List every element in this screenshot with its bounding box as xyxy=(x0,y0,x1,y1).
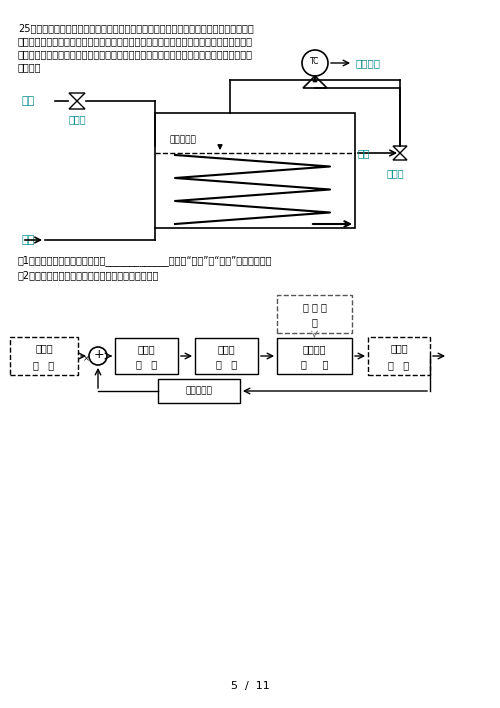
Text: （2）请补充完整蘸汽加热水槽自动控制系统方框图。: （2）请补充完整蘸汽加热水槽自动控制系统方框图。 xyxy=(18,270,160,280)
Bar xyxy=(158,379,240,403)
Text: 控制器: 控制器 xyxy=(138,344,156,354)
Text: （   ）: （ ） xyxy=(388,360,409,370)
Text: 被控量: 被控量 xyxy=(390,343,408,353)
Text: （1）蘸汽加热水槽控制系统属于_____________（选填“开环”或“闭环”）控制系统。: （1）蘸汽加热水槽控制系统属于_____________（选填“开环”或“闭环”… xyxy=(18,255,272,266)
Text: 水温探测仪: 水温探测仪 xyxy=(186,387,212,396)
Text: ×: × xyxy=(82,355,89,363)
Text: （   ）: （ ） xyxy=(136,359,157,369)
Text: 度稳定。: 度稳定。 xyxy=(18,62,42,72)
Text: 量: 量 xyxy=(312,317,318,327)
Text: （   ）: （ ） xyxy=(34,360,54,370)
Text: 流量，冷水流量变小，加热槽水温上升，蘸汽阀门关小，蘸汽流量变小。控制加热槽内的温: 流量，冷水流量变小，加热槽水温上升，蘸汽阀门关小，蘸汽流量变小。控制加热槽内的温 xyxy=(18,49,253,59)
Text: 给定量: 给定量 xyxy=(35,343,53,353)
Text: （     ）: （ ） xyxy=(301,359,328,369)
Text: 蘸汽: 蘸汽 xyxy=(358,148,370,158)
Text: 蘸 汽 流: 蘸 汽 流 xyxy=(302,302,326,312)
Text: +: + xyxy=(94,348,104,362)
Bar xyxy=(277,338,352,374)
Text: 控制对象: 控制对象 xyxy=(303,344,326,354)
Text: TC: TC xyxy=(310,57,320,67)
Text: 热水: 热水 xyxy=(22,235,35,245)
Text: 水温探测仪: 水温探测仪 xyxy=(170,135,197,144)
Text: （   ）: （ ） xyxy=(216,359,237,369)
Bar xyxy=(155,113,355,228)
Text: 25、如图是一个蘸汽加热的热水槽，冷水流入到水槽内，通过槽内蛇形盘管进行加热，加: 25、如图是一个蘸汽加热的热水槽，冷水流入到水槽内，通过槽内蛇形盘管进行加热，加 xyxy=(18,23,254,33)
Text: 5  /  11: 5 / 11 xyxy=(230,681,270,691)
Bar xyxy=(115,338,178,374)
Text: 热后的热水流出热水槽。如果冷水流量加大，水槽内的温度下降，蘸汽阀开大，加大蘸汽的: 热后的热水流出热水槽。如果冷水流量加大，水槽内的温度下降，蘸汽阀开大，加大蘸汽的 xyxy=(18,36,253,46)
Text: 执行器: 执行器 xyxy=(218,344,236,354)
Text: 蘸汽阀: 蘸汽阀 xyxy=(386,168,404,178)
Text: 温度设定: 温度设定 xyxy=(355,58,380,68)
Text: 冷水阀: 冷水阀 xyxy=(68,114,86,124)
Bar xyxy=(195,338,258,374)
Text: 冷水: 冷水 xyxy=(22,96,35,106)
